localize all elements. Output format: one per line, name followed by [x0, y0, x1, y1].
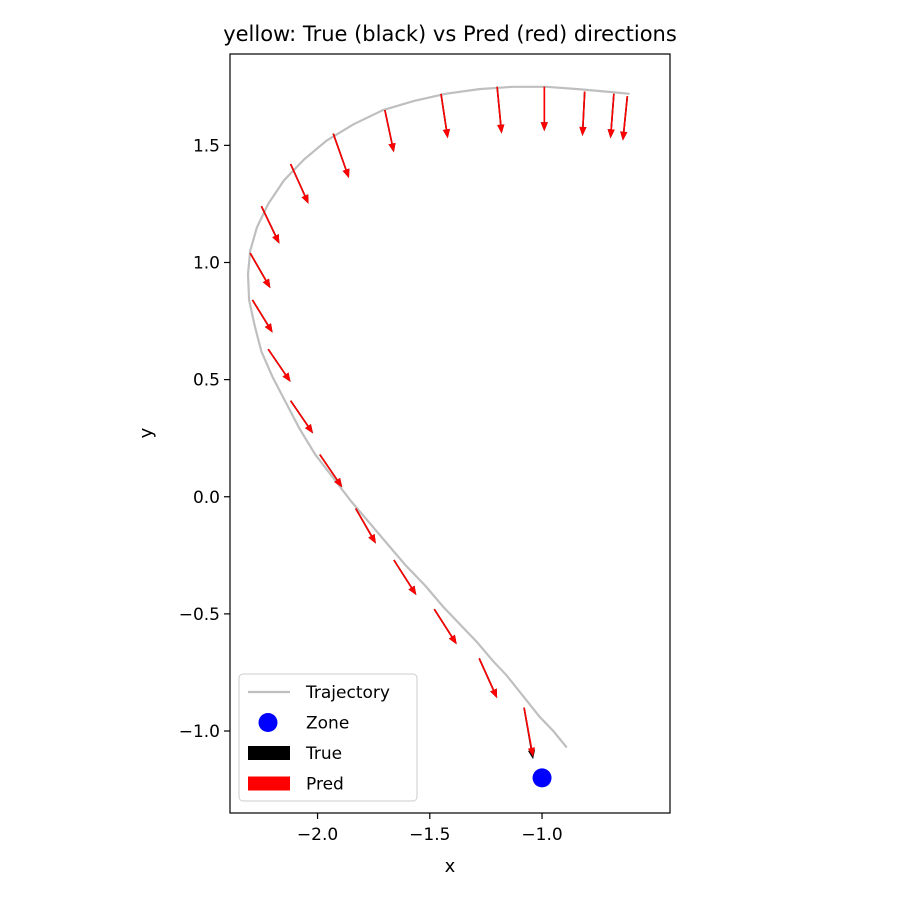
y-tick-label: 0.0 — [193, 488, 220, 508]
legend-box — [238, 673, 418, 802]
chart-title: yellow: True (black) vs Pred (red) direc… — [223, 22, 677, 46]
pred-arrow — [440, 93, 450, 139]
x-tick-label: −2.0 — [297, 825, 338, 845]
pred-arrow — [267, 348, 291, 382]
pred-arrow — [332, 133, 350, 179]
y-tick-label: 1.0 — [193, 253, 220, 273]
pred-arrow — [289, 400, 314, 434]
pred-arrow — [620, 96, 629, 141]
legend-entry: Pred — [248, 775, 344, 795]
pred-arrow — [319, 454, 343, 488]
legend-patch-swatch — [248, 776, 290, 791]
axis-ticks: −2.0 −1.5 −1.0 −1.0 −0.5 0.0 0.5 1.0 1.5 — [179, 136, 563, 845]
plot-area — [246, 85, 630, 788]
pred-arrow — [249, 252, 271, 289]
trajectory-line — [246, 85, 630, 749]
legend-patch-swatch — [248, 746, 290, 760]
y-axis-label: y — [136, 427, 157, 438]
legend-entry: Zone — [258, 713, 349, 734]
pred-arrow — [393, 559, 417, 596]
pred-arrow — [260, 205, 280, 244]
x-axis-label: x — [445, 856, 456, 877]
legend-entry: Trajectory — [248, 683, 390, 703]
pred-arrow — [523, 707, 535, 757]
y-tick-label: −1.0 — [179, 722, 220, 742]
legend-marker-swatch — [258, 713, 278, 732]
legend-label: True — [305, 744, 342, 764]
legend: Trajectory Zone True Pred — [238, 673, 418, 802]
x-tick-label: −1.5 — [409, 825, 450, 845]
pred-arrow — [289, 163, 309, 204]
pred-arrow — [579, 91, 587, 136]
pred-arrow — [478, 658, 498, 699]
pred-arrow — [607, 93, 615, 139]
pred-arrow — [251, 299, 273, 333]
legend-label: Pred — [306, 775, 344, 795]
y-tick-label: 1.5 — [193, 136, 220, 156]
axes-frame — [229, 53, 671, 814]
x-tick-label: −1.0 — [521, 825, 562, 845]
y-tick-label: 0.5 — [193, 371, 220, 391]
pred-arrow — [355, 508, 376, 544]
pred-arrow — [433, 608, 457, 645]
legend-entry: True — [248, 744, 342, 764]
pred-arrow — [496, 86, 505, 134]
y-tick-label: −0.5 — [179, 605, 220, 625]
zone-marker — [532, 768, 552, 788]
pred-arrow — [384, 110, 396, 153]
legend-label: Trajectory — [305, 683, 390, 703]
pred-arrow — [540, 86, 548, 132]
legend-label: Zone — [306, 714, 349, 734]
